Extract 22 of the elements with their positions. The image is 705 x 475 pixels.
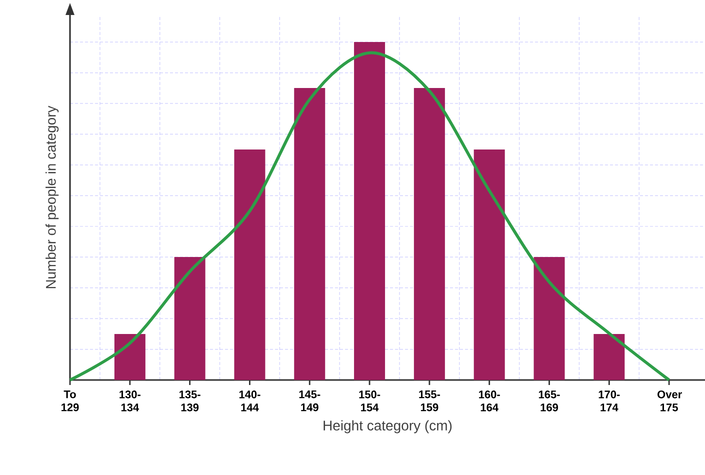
bar xyxy=(534,256,565,380)
y-axis-title: Number of people in category xyxy=(46,106,59,288)
bar xyxy=(114,334,146,380)
x-tick-label: 165-169 xyxy=(538,390,560,412)
bar xyxy=(234,150,266,380)
x-tick-label: 140-144 xyxy=(239,390,260,412)
bar xyxy=(474,150,505,380)
x-tick-label: 170-174 xyxy=(598,390,620,412)
x-tick-label: 130-134 xyxy=(120,390,140,412)
bar xyxy=(594,334,625,380)
bar xyxy=(174,256,206,380)
x-tick-label: 135-139 xyxy=(179,390,200,412)
bar xyxy=(294,88,326,380)
x-tick-label: 155-159 xyxy=(419,390,440,412)
x-tick-label: To 129 xyxy=(62,390,79,412)
x-axis-title: Height category (cm) xyxy=(324,420,452,434)
bar xyxy=(354,42,386,380)
bar xyxy=(414,88,445,380)
x-tick-label: Over 175 xyxy=(658,390,682,412)
x-tick-label: 160-164 xyxy=(479,390,500,412)
x-tick-label: 150-154 xyxy=(359,390,380,412)
x-tick-label: 145-149 xyxy=(299,390,320,412)
